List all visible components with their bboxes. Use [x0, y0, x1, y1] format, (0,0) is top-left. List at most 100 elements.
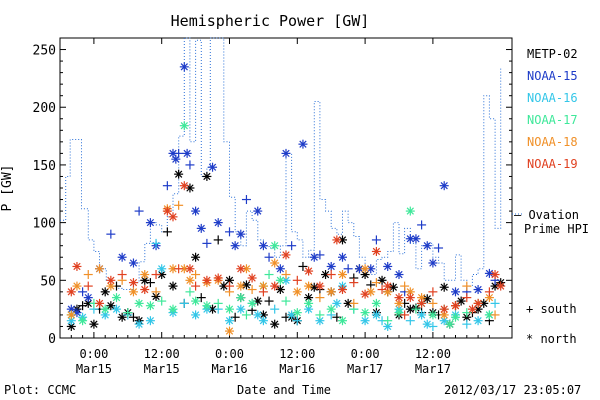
data-point-noaa-19 [140, 285, 150, 295]
data-point-noaa-19 [360, 289, 370, 299]
data-point-noaa-15 [230, 241, 240, 251]
data-point-noaa-17 [360, 308, 370, 318]
data-point-noaa-19 [66, 287, 76, 297]
data-point-metp-02 [162, 227, 172, 237]
data-point-noaa-15 [106, 229, 116, 239]
data-point-noaa-17 [275, 275, 285, 285]
data-point-noaa-19 [383, 281, 393, 291]
data-point-noaa-19 [83, 281, 93, 291]
x-tick-label-date: Mar15 [76, 362, 112, 376]
data-point-noaa-19 [151, 270, 161, 280]
data-point-noaa-15 [315, 250, 325, 260]
data-point-noaa-19 [247, 273, 257, 283]
legend-item-metp-02: METP-02 [527, 47, 578, 61]
data-point-noaa-19 [174, 264, 184, 274]
data-point-noaa-18 [225, 326, 234, 336]
data-point-noaa-19 [451, 301, 460, 311]
data-point-noaa-15 [394, 270, 404, 280]
data-point-noaa-15 [287, 241, 297, 251]
data-point-noaa-16 [417, 310, 427, 320]
data-point-noaa-16 [253, 310, 263, 320]
data-point-noaa-17 [236, 293, 246, 303]
ovation-prime-hpi-line [60, 37, 502, 290]
data-point-noaa-16 [145, 316, 155, 326]
x-tick-label-time: 12:00 [279, 347, 315, 361]
data-point-noaa-15 [451, 287, 460, 297]
data-point-noaa-17 [145, 301, 155, 311]
data-point-noaa-16 [422, 319, 432, 329]
data-point-noaa-19 [258, 287, 268, 297]
data-point-noaa-16 [304, 304, 314, 314]
data-point-noaa-15 [145, 218, 155, 228]
data-point-noaa-17 [326, 304, 336, 314]
data-point-noaa-15 [78, 287, 88, 297]
data-point-noaa-15 [371, 235, 381, 245]
data-point-metp-02 [298, 261, 308, 271]
legend-item-noaa-18: NOAA-18 [527, 135, 578, 149]
data-point-noaa-16 [383, 321, 393, 331]
data-point-noaa-19 [496, 281, 506, 291]
data-point-noaa-15 [253, 206, 263, 216]
data-point-noaa-15 [439, 181, 449, 191]
data-point-noaa-15 [162, 181, 172, 191]
data-point-noaa-15 [117, 252, 127, 262]
data-point-metp-02 [241, 280, 251, 290]
ovation-legend-line2: Prime HPI [524, 222, 589, 236]
data-point-noaa-15 [338, 252, 347, 262]
data-point-metp-02 [100, 287, 110, 297]
data-point-metp-02 [360, 270, 370, 280]
data-point-noaa-15 [484, 268, 494, 278]
data-point-noaa-18 [338, 270, 347, 280]
data-point-noaa-15 [473, 285, 483, 295]
data-point-noaa-16 [473, 316, 483, 326]
data-point-noaa-19 [326, 270, 336, 280]
data-point-noaa-16 [292, 316, 302, 326]
data-point-noaa-16 [371, 310, 381, 320]
data-point-noaa-18 [95, 264, 105, 274]
data-point-noaa-19 [304, 266, 314, 276]
data-point-noaa-15 [275, 264, 285, 274]
data-point-metp-02 [202, 171, 212, 181]
data-point-noaa-15 [208, 162, 218, 172]
legend-item-noaa-19: NOAA-19 [527, 157, 578, 171]
footer-right: 2012/03/17 23:05:07 [444, 383, 581, 397]
data-point-noaa-18 [174, 200, 184, 210]
data-point-noaa-19 [162, 206, 172, 216]
data-point-noaa-17 [134, 298, 144, 308]
data-point-noaa-15 [213, 218, 223, 228]
data-point-metp-02 [456, 296, 466, 306]
data-point-noaa-17 [123, 308, 133, 318]
data-point-noaa-18 [72, 281, 82, 291]
data-point-noaa-18 [371, 278, 381, 288]
x-tick-label-date: Mar15 [144, 362, 180, 376]
data-point-noaa-19 [405, 293, 415, 303]
data-point-noaa-15 [225, 227, 234, 237]
marker-legend-south: + south [526, 302, 577, 316]
legend-item-noaa-15: NOAA-15 [527, 69, 578, 83]
data-point-noaa-17 [281, 296, 291, 306]
data-point-noaa-18 [247, 285, 257, 295]
data-point-metp-02 [343, 298, 353, 308]
data-point-noaa-18 [405, 287, 415, 297]
data-point-noaa-18 [236, 281, 246, 291]
x-tick-label-time: 0:00 [79, 347, 108, 361]
data-point-noaa-17 [185, 287, 195, 297]
x-axis-label: Date and Time [237, 383, 331, 397]
data-point-noaa-19 [349, 278, 359, 288]
data-point-noaa-15 [241, 195, 251, 205]
data-point-noaa-15 [182, 148, 192, 158]
data-point-noaa-15 [298, 139, 308, 149]
data-point-noaa-15 [281, 148, 291, 158]
data-point-noaa-19 [417, 298, 427, 308]
data-point-noaa-16 [236, 304, 246, 314]
data-point-noaa-19 [338, 285, 347, 295]
data-point-metp-02 [168, 281, 178, 291]
data-point-noaa-18 [490, 310, 500, 320]
data-point-noaa-17 [247, 298, 257, 308]
data-point-noaa-19 [128, 278, 138, 288]
data-point-noaa-15 [383, 261, 393, 271]
chart-title: Hemispheric Power [GW] [171, 12, 370, 30]
data-point-noaa-16 [270, 304, 280, 314]
data-point-noaa-15 [417, 220, 427, 230]
data-point-noaa-15 [179, 62, 189, 72]
